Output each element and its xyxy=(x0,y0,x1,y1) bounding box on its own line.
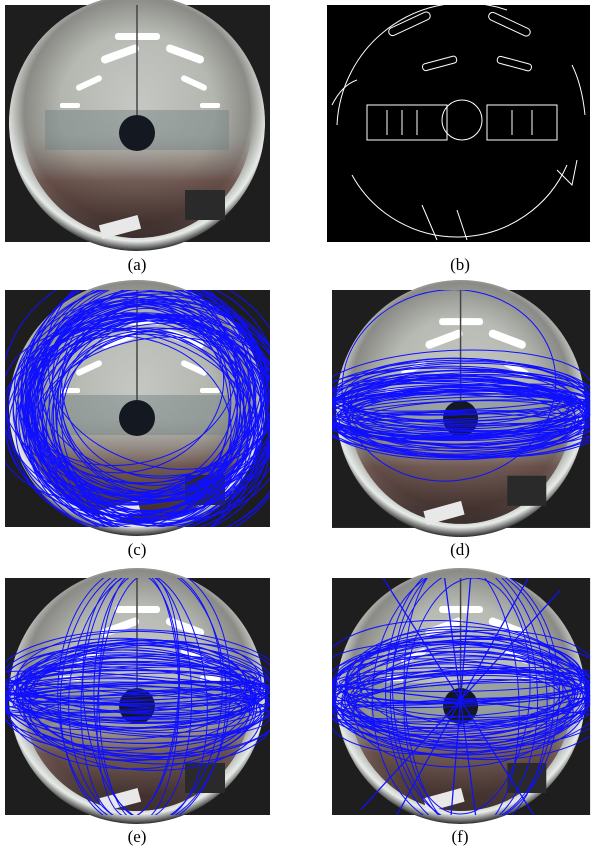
figure: (a) (b) (c) (d) (e) (f) xyxy=(0,0,595,850)
caption: (d) xyxy=(450,540,470,559)
edge-image xyxy=(327,3,590,242)
caption: (c) xyxy=(128,540,147,559)
caption: (f) xyxy=(452,827,469,846)
page: (a) (b) (c) (d) (e) (f) (() => { const d… xyxy=(0,0,595,850)
caption: (a) xyxy=(128,255,147,274)
caption: (e) xyxy=(128,827,147,846)
fisheye-image xyxy=(5,0,270,251)
caption: (b) xyxy=(450,255,470,274)
